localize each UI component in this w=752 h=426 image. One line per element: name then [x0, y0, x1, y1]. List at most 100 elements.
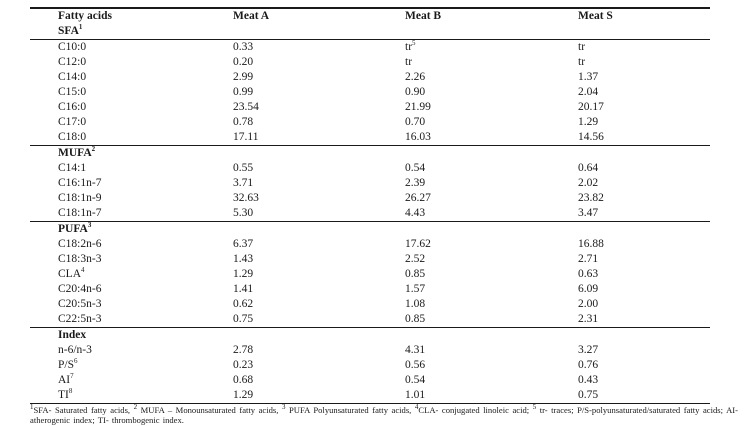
value-cell: 4.31	[405, 344, 426, 356]
fatty-acid-label: C20:5n-3	[58, 298, 102, 310]
table-row: C18:0 17.11 16.03 14.56	[30, 130, 710, 146]
value-cell: 0.68	[233, 374, 254, 386]
value-cell: tr	[578, 41, 586, 53]
table-row: C22:5n-3 0.75 0.85 2.31	[30, 312, 710, 328]
section-header-label: PUFA3	[30, 221, 710, 237]
fatty-acid-label: C18:1n-9	[58, 192, 102, 204]
table-row: C12:0 0.20 tr tr	[30, 55, 710, 70]
value-cell: 21.99	[405, 101, 431, 113]
value-cell: 0.99	[233, 86, 254, 98]
value-cell: 1.08	[405, 298, 426, 310]
fatty-acid-label: C18:3n-3	[58, 253, 102, 265]
value-cell: 2.26	[405, 71, 426, 83]
value-cell: 0.70	[405, 116, 426, 128]
table-row: C10:0 0.33 tr5 tr	[30, 40, 710, 56]
value-cell: tr	[578, 56, 586, 68]
value-cell: 2.71	[578, 253, 599, 265]
table-row: C20:5n-3 0.62 1.08 2.00	[30, 297, 710, 312]
value-cell: 6.09	[578, 283, 599, 295]
value-cell: 2.99	[233, 71, 254, 83]
value-cell: 0.54	[405, 162, 426, 174]
fatty-acid-label: C18:2n-6	[58, 238, 102, 250]
table-body: C10:0 0.33 tr5 tr C12:0 0.20 tr tr C14:0 2.99 2.26…	[30, 40, 710, 404]
value-cell: 1.57	[405, 283, 426, 295]
fatty-acid-label: C16:0	[58, 101, 87, 113]
table-row: AI7 0.68 0.54 0.43	[30, 373, 710, 388]
value-cell: 0.78	[233, 116, 254, 128]
table-row: C16:0 23.54 21.99 20.17	[30, 100, 710, 115]
value-cell: 0.75	[578, 389, 599, 401]
value-cell: 0.20	[233, 56, 254, 68]
table-row: C14:1 0.55 0.54 0.64	[30, 161, 710, 176]
value-cell: 32.63	[233, 192, 259, 204]
table-footnote: 1SFA- Saturated fatty acids, 2 MUFA – Mo…	[30, 403, 739, 425]
fatty-acid-label: C16:1n-7	[58, 177, 102, 189]
table-row: C15:0 0.99 0.90 2.04	[30, 85, 710, 100]
value-cell: 0.56	[405, 359, 426, 371]
value-cell: 0.54	[405, 374, 426, 386]
col-header-fatty-acids: Fatty acids SFA1	[30, 7, 233, 40]
value-cell: 0.62	[233, 298, 254, 310]
fatty-acid-label: C18:1n-7	[58, 207, 102, 219]
fatty-acid-label: n-6/n-3	[58, 344, 92, 356]
fatty-acid-label: TI8	[58, 387, 73, 401]
value-cell: tr5	[405, 39, 416, 53]
value-cell: 17.11	[233, 131, 259, 143]
value-cell: 0.43	[578, 374, 599, 386]
table-row: n-6/n-3 2.78 4.31 3.27	[30, 343, 710, 358]
section-header-label: MUFA2	[30, 145, 710, 161]
table-row: C14:0 2.99 2.26 1.37	[30, 70, 710, 85]
table-row: P/S6 0.23 0.56 0.76	[30, 358, 710, 373]
fatty-acid-label: C20:4n-6	[58, 283, 102, 295]
fatty-acid-label: C22:5n-3	[58, 313, 102, 325]
value-cell: 0.90	[405, 86, 426, 98]
value-cell: 1.41	[233, 283, 254, 295]
value-cell: 0.64	[578, 162, 599, 174]
value-cell: 3.71	[233, 177, 254, 189]
value-cell: 14.56	[578, 131, 604, 143]
section-header-row: MUFA2	[30, 145, 710, 161]
table-row: C18:3n-3 1.43 2.52 2.71	[30, 252, 710, 267]
value-cell: 23.54	[233, 101, 259, 113]
fatty-acid-label: C14:0	[58, 71, 87, 83]
value-cell: 0.85	[405, 313, 426, 325]
value-cell: 0.23	[233, 359, 254, 371]
value-cell: 0.63	[578, 268, 599, 280]
value-cell: 1.37	[578, 71, 599, 83]
value-cell: 17.62	[405, 238, 431, 250]
value-cell: 2.78	[233, 344, 254, 356]
value-cell: 2.04	[578, 86, 599, 98]
table-row: C17:0 0.78 0.70 1.29	[30, 115, 710, 130]
fatty-acid-label: C10:0	[58, 41, 87, 53]
col-header-meat-s: Meat S	[578, 7, 710, 40]
fatty-acid-label: C12:0	[58, 56, 87, 68]
section-header-row: Index	[30, 327, 710, 343]
value-cell: 2.31	[578, 313, 599, 325]
col-header-meat-b: Meat B	[405, 7, 578, 40]
value-cell: 1.01	[405, 389, 426, 401]
fatty-acid-label: C17:0	[58, 116, 87, 128]
value-cell: 4.43	[405, 207, 426, 219]
table-row: C18:1n-7 5.30 4.43 3.47	[30, 206, 710, 222]
col-header-meat-a: Meat A	[233, 7, 405, 40]
value-cell: 2.39	[405, 177, 426, 189]
value-cell: 0.75	[233, 313, 254, 325]
value-cell: tr	[405, 56, 413, 68]
table-row: CLA4 1.29 0.85 0.63	[30, 267, 710, 282]
fatty-acid-label: AI7	[58, 372, 74, 386]
table-row: C16:1n-7 3.71 2.39 2.02	[30, 176, 710, 191]
value-cell: 16.88	[578, 238, 604, 250]
value-cell: 0.76	[578, 359, 599, 371]
value-cell: 2.52	[405, 253, 426, 265]
fatty-acid-label: C15:0	[58, 86, 87, 98]
value-cell: 0.85	[405, 268, 426, 280]
value-cell: 0.33	[233, 41, 254, 53]
section-header-row: PUFA3	[30, 221, 710, 237]
value-cell: 0.55	[233, 162, 254, 174]
value-cell: 23.82	[578, 192, 604, 204]
header-row: Fatty acids SFA1 Meat A Meat B Meat S	[30, 7, 710, 40]
fatty-acids-table: Fatty acids SFA1 Meat A Meat B Meat S C1…	[30, 7, 710, 404]
sfa-section-label: SFA1	[58, 23, 83, 37]
value-cell: 1.29	[233, 389, 254, 401]
